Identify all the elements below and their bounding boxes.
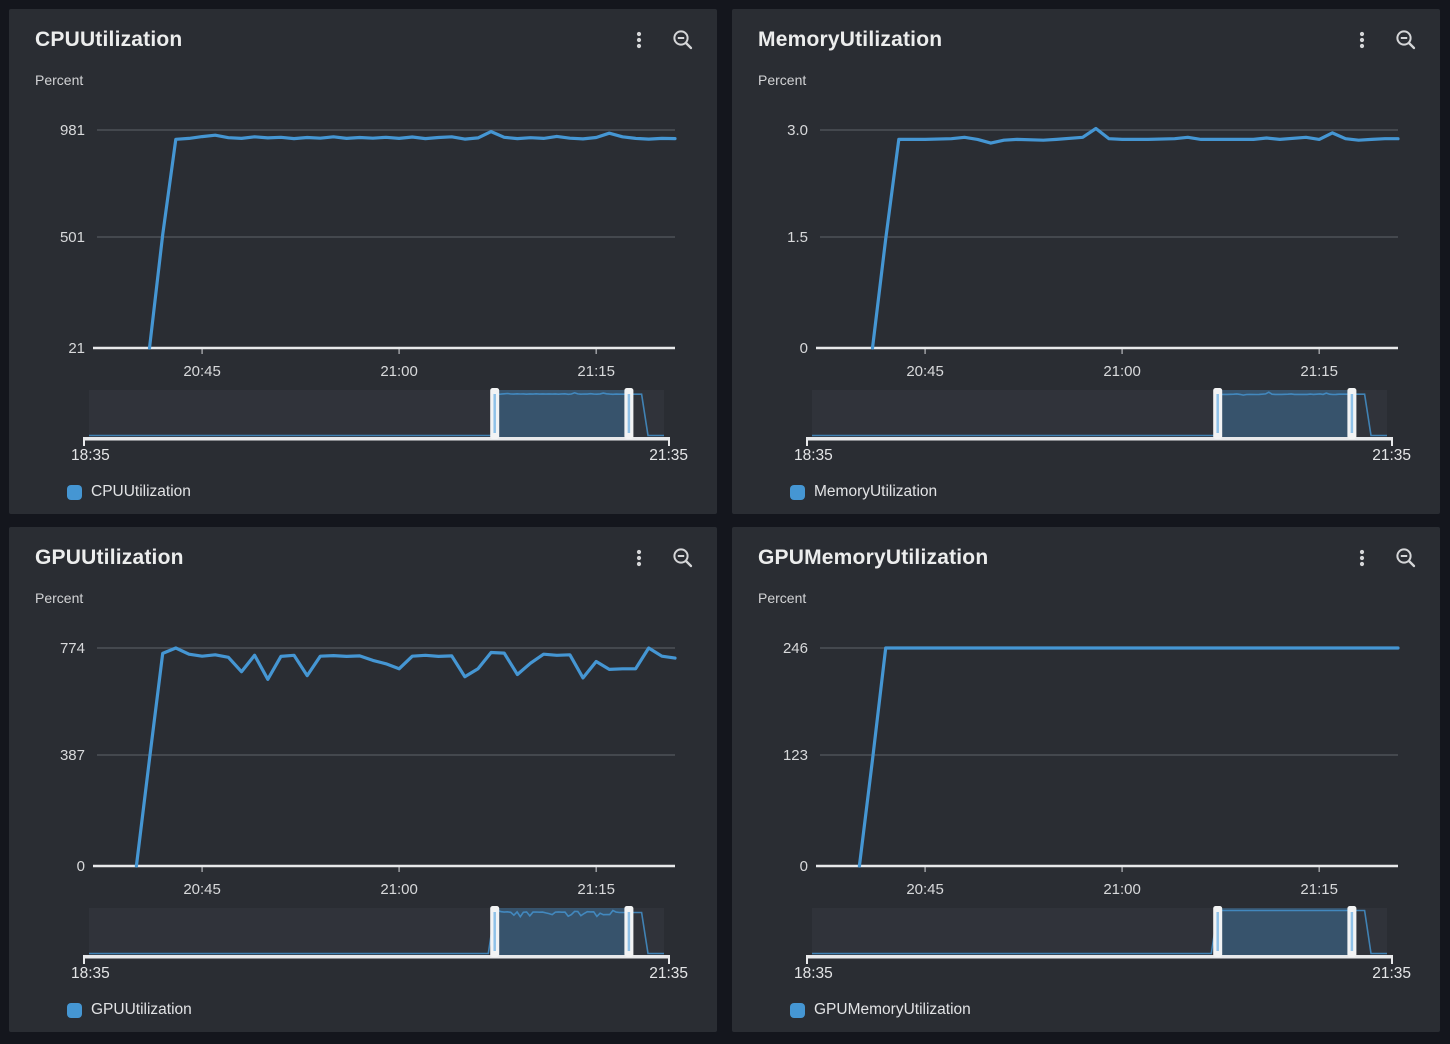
widget-actions [1346, 25, 1422, 55]
timeline-end-label: 21:35 [649, 447, 688, 464]
timeline-start-label: 18:35 [71, 965, 110, 982]
legend-swatch [67, 484, 82, 500]
brush-selection[interactable] [494, 908, 629, 955]
svg-text:0: 0 [77, 858, 85, 875]
svg-text:21: 21 [68, 340, 85, 357]
svg-text:21:00: 21:00 [1103, 881, 1141, 898]
metric-line [870, 126, 1400, 350]
brush-selection[interactable] [494, 390, 629, 437]
widget-actions [623, 25, 699, 55]
timeline-end-label: 21:35 [1372, 965, 1411, 982]
legend-label[interactable]: GPUMemoryUtilization [814, 1001, 971, 1018]
metric-chart[interactable]: 981 501 21 20:45 21:00 21:15 18:35 21:35 [9, 99, 717, 513]
chart-legend: GPUMemoryUtilization [790, 1001, 971, 1019]
legend-label[interactable]: CPUUtilization [91, 483, 191, 500]
metric-chart[interactable]: 246 123 0 20:45 21:00 21:15 18:35 21:35 [732, 617, 1440, 1031]
legend-swatch [790, 1002, 805, 1018]
kebab-menu-icon[interactable] [623, 25, 655, 55]
svg-text:21:15: 21:15 [577, 363, 615, 380]
svg-text:387: 387 [60, 747, 85, 764]
svg-text:501: 501 [60, 229, 85, 246]
svg-text:20:45: 20:45 [183, 363, 221, 380]
svg-text:246: 246 [783, 640, 808, 657]
y-axis-unit-label: Percent [758, 72, 807, 88]
brush-handle-left[interactable] [1213, 906, 1223, 957]
widget-header: MemoryUtilization [732, 9, 1440, 55]
chart-legend: GPUUtilization [67, 1001, 192, 1019]
metric-line [857, 646, 1400, 868]
y-axis-unit-label: Percent [35, 590, 84, 606]
svg-text:0: 0 [800, 858, 808, 875]
svg-text:20:45: 20:45 [183, 881, 221, 898]
widget-title: CPUUtilization [35, 28, 183, 51]
metric-widget-gpu-memory-utilization: GPUMemoryUtilization Percent 246 123 0 20:4… [732, 527, 1440, 1032]
kebab-menu-icon[interactable] [623, 543, 655, 573]
brush-selection[interactable] [1217, 390, 1352, 437]
svg-text:21:15: 21:15 [1300, 881, 1338, 898]
widget-title: GPUMemoryUtilization [758, 546, 989, 569]
brush-handle-left[interactable] [490, 388, 500, 439]
metric-chart[interactable]: 3.0 1.5 0 20:45 21:00 21:15 18:35 21:35 [732, 99, 1440, 513]
zoom-out-icon[interactable] [667, 25, 699, 55]
timeline-mini-line [89, 909, 664, 955]
chart-legend: CPUUtilization [67, 483, 191, 501]
brush-handle-right[interactable] [624, 388, 634, 439]
widget-actions [623, 543, 699, 573]
y-axis-unit-label: Percent [35, 72, 84, 88]
svg-text:1.5: 1.5 [787, 229, 808, 246]
timeline-start-label: 18:35 [71, 447, 110, 464]
kebab-menu-icon[interactable] [1346, 25, 1378, 55]
kebab-menu-icon[interactable] [1346, 543, 1378, 573]
svg-text:20:45: 20:45 [906, 881, 944, 898]
timeline-strip[interactable] [89, 390, 664, 437]
timeline-start-label: 18:35 [794, 965, 833, 982]
legend-swatch [67, 1002, 82, 1018]
svg-text:21:15: 21:15 [1300, 363, 1338, 380]
metric-widget-cpu-utilization: CPUUtilization Percent 981 501 21 20:45 21:0… [9, 9, 717, 514]
svg-text:123: 123 [783, 747, 808, 764]
chart-legend: MemoryUtilization [790, 483, 937, 501]
svg-text:774: 774 [60, 640, 85, 657]
metric-widget-gpu-utilization: GPUUtilization Percent 774 387 0 20:45 21:00… [9, 527, 717, 1032]
timeline-end-label: 21:35 [1372, 447, 1411, 464]
brush-handle-left[interactable] [490, 906, 500, 957]
zoom-out-icon[interactable] [1390, 25, 1422, 55]
widget-header: GPUUtilization [9, 527, 717, 573]
metric-widget-memory-utilization: MemoryUtilization Percent 3.0 1.5 0 20:45 21… [732, 9, 1440, 514]
svg-text:21:00: 21:00 [1103, 363, 1141, 380]
svg-text:21:00: 21:00 [380, 881, 418, 898]
legend-swatch [790, 484, 805, 500]
brush-handle-right[interactable] [624, 906, 634, 957]
widget-header: CPUUtilization [9, 9, 717, 55]
legend-label[interactable]: GPUUtilization [91, 1001, 192, 1018]
brush-handle-left[interactable] [1213, 388, 1223, 439]
timeline-strip[interactable] [812, 390, 1387, 437]
y-axis-unit-label: Percent [758, 590, 807, 606]
timeline-mini-line [89, 391, 664, 437]
svg-text:0: 0 [800, 340, 808, 357]
metric-line [147, 129, 677, 350]
widget-title: MemoryUtilization [758, 28, 943, 51]
widget-actions [1346, 543, 1422, 573]
timeline-end-label: 21:35 [649, 965, 688, 982]
widget-header: GPUMemoryUtilization [732, 527, 1440, 573]
metric-chart[interactable]: 774 387 0 20:45 21:00 21:15 18:35 21:35 [9, 617, 717, 1031]
timeline-start-label: 18:35 [794, 447, 833, 464]
zoom-out-icon[interactable] [1390, 543, 1422, 573]
brush-selection[interactable] [1217, 908, 1352, 955]
svg-text:21:00: 21:00 [380, 363, 418, 380]
brush-handle-right[interactable] [1347, 906, 1357, 957]
metric-line [134, 646, 677, 868]
svg-text:3.0: 3.0 [787, 122, 808, 139]
timeline-mini-line [812, 391, 1387, 437]
svg-text:20:45: 20:45 [906, 363, 944, 380]
svg-text:21:15: 21:15 [577, 881, 615, 898]
legend-label[interactable]: MemoryUtilization [814, 483, 938, 500]
zoom-out-icon[interactable] [667, 543, 699, 573]
widget-title: GPUUtilization [35, 546, 184, 569]
timeline-strip[interactable] [812, 908, 1387, 955]
svg-text:981: 981 [60, 122, 85, 139]
brush-handle-right[interactable] [1347, 388, 1357, 439]
